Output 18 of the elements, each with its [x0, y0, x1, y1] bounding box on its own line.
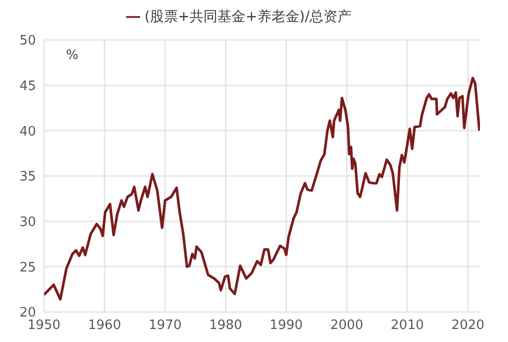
x-tick-label: 1990 [270, 318, 303, 334]
legend-label: (股票+共同基金+养老金)/总资产 [144, 9, 352, 25]
y-tick-label: 30 [19, 214, 36, 230]
x-tick-label: 2020 [451, 318, 484, 334]
y-tick-label: 40 [19, 124, 36, 140]
x-tick-label: 1950 [27, 318, 61, 334]
y-tick-label: 45 [19, 78, 36, 94]
annotation: % [66, 48, 78, 63]
x-tick-label: 1960 [88, 318, 122, 334]
y-tick-label: 35 [19, 170, 36, 185]
y-tick-label: 20 [19, 306, 36, 321]
x-tick-label: 2000 [330, 318, 364, 334]
line-series [44, 76, 480, 301]
x-tick-label: 1970 [148, 318, 182, 334]
x-tick-label: 2010 [390, 318, 424, 334]
x-tick-label: 1980 [209, 318, 242, 334]
y-tick-label: 50 [19, 34, 36, 49]
y-tick-label: 25 [19, 260, 36, 276]
